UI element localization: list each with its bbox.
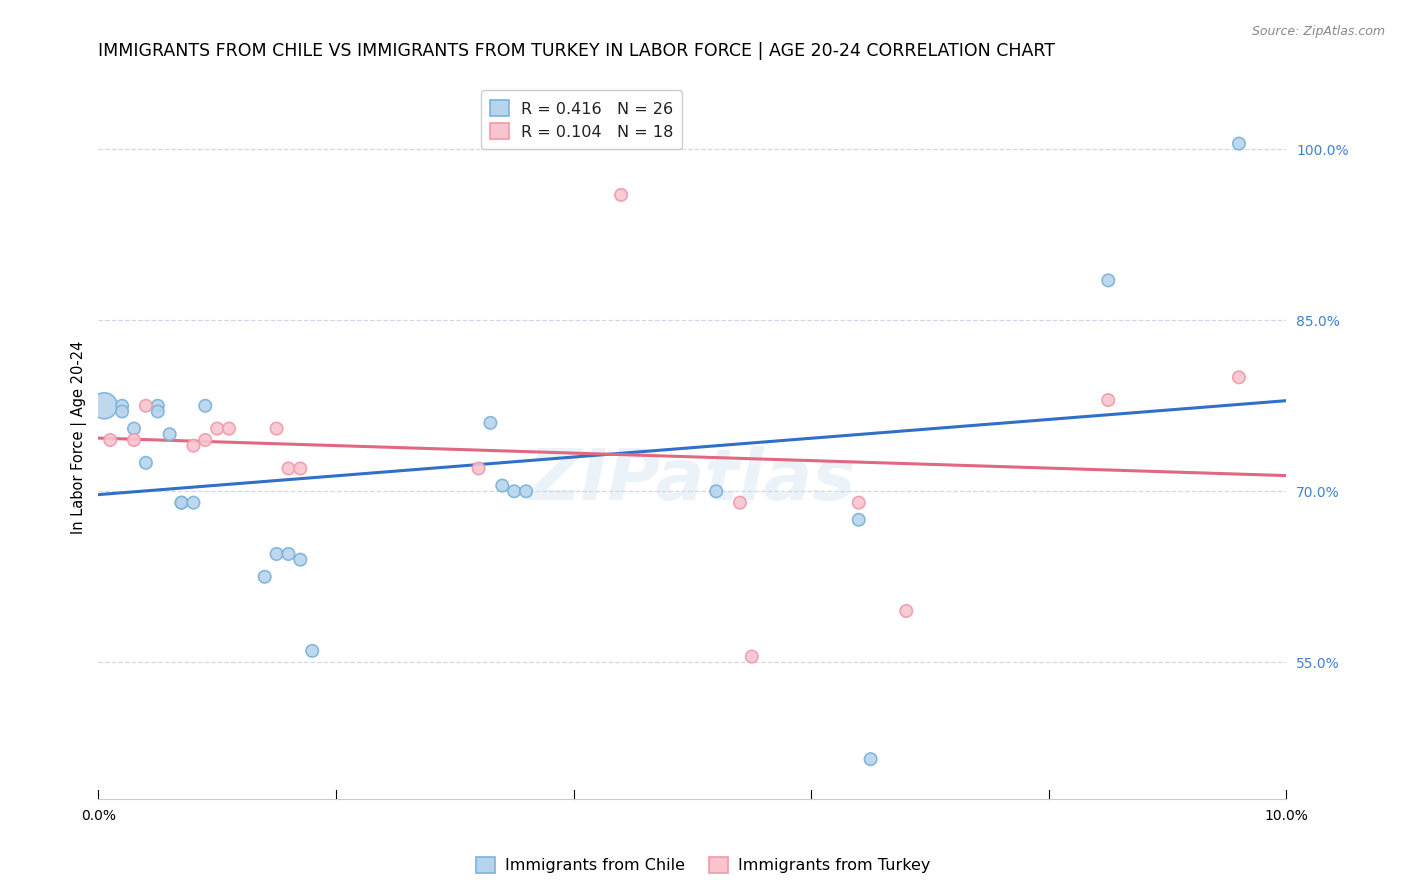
Point <box>479 416 502 430</box>
Point <box>741 649 763 664</box>
Point <box>503 484 526 499</box>
Legend: Immigrants from Chile, Immigrants from Turkey: Immigrants from Chile, Immigrants from T… <box>470 850 936 880</box>
Point <box>266 547 288 561</box>
Point <box>704 484 727 499</box>
Y-axis label: In Labor Force | Age 20-24: In Labor Force | Age 20-24 <box>72 341 87 533</box>
Point <box>277 461 299 475</box>
Point <box>266 421 288 435</box>
Point <box>93 399 115 413</box>
Point <box>1097 393 1119 408</box>
Point <box>848 513 870 527</box>
Text: Source: ZipAtlas.com: Source: ZipAtlas.com <box>1251 25 1385 38</box>
Point <box>290 552 312 566</box>
Point <box>122 421 145 435</box>
Point <box>194 433 217 447</box>
Point <box>146 399 169 413</box>
Point <box>183 496 205 510</box>
Point <box>111 404 134 418</box>
Point <box>848 496 870 510</box>
Point <box>205 421 228 435</box>
Point <box>218 421 240 435</box>
Point <box>122 433 145 447</box>
Text: ZIPatlas: ZIPatlas <box>529 446 856 515</box>
Point <box>290 461 312 475</box>
Point <box>194 399 217 413</box>
Point <box>610 187 633 202</box>
Point <box>491 478 513 492</box>
Point <box>253 570 276 584</box>
Legend: R = 0.416   N = 26, R = 0.104   N = 18: R = 0.416 N = 26, R = 0.104 N = 18 <box>481 90 682 149</box>
Point <box>159 427 181 442</box>
Point <box>98 433 121 447</box>
Text: IMMIGRANTS FROM CHILE VS IMMIGRANTS FROM TURKEY IN LABOR FORCE | AGE 20-24 CORRE: IMMIGRANTS FROM CHILE VS IMMIGRANTS FROM… <box>98 42 1056 60</box>
Point <box>135 399 157 413</box>
Point <box>111 399 134 413</box>
Point <box>1097 273 1119 287</box>
Point <box>728 496 751 510</box>
Point <box>277 547 299 561</box>
Point <box>467 461 489 475</box>
Point <box>859 752 882 766</box>
Point <box>135 456 157 470</box>
Point <box>170 496 193 510</box>
Point <box>146 404 169 418</box>
Point <box>301 644 323 658</box>
Point <box>896 604 918 618</box>
Point <box>183 439 205 453</box>
Point <box>170 496 193 510</box>
Point <box>1227 370 1250 384</box>
Point <box>1227 136 1250 151</box>
Point <box>515 484 537 499</box>
